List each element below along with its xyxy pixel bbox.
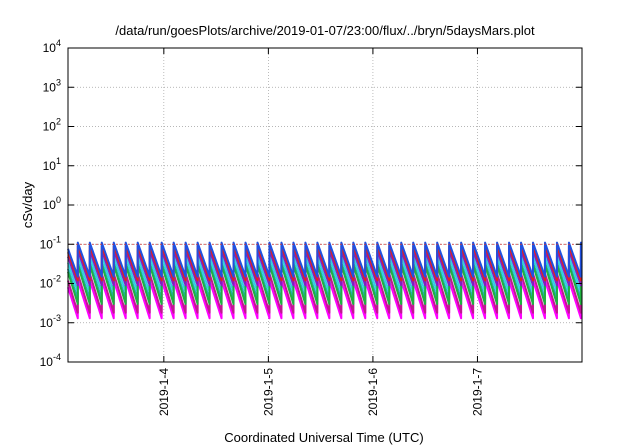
series-line — [67, 249, 583, 287]
x-tick-label: 2019-1-7 — [470, 368, 484, 416]
series-line — [67, 279, 583, 320]
series-line — [67, 272, 583, 314]
series-group — [67, 241, 583, 320]
x-tick-label: 2019-1-5 — [261, 368, 275, 416]
x-tick-label: 2019-1-6 — [366, 368, 380, 416]
grid — [68, 48, 582, 362]
series-line — [67, 245, 583, 282]
y-tick-label: 10-4 — [40, 352, 61, 369]
chart-title: /data/run/goesPlots/archive/2019-01-07/2… — [115, 23, 535, 38]
y-tick-label: 10-1 — [40, 234, 61, 251]
y-tick-label: 10-2 — [40, 274, 61, 291]
axis-ticks — [68, 47, 582, 363]
x-tick-labels: 2019-1-4 2019-1-5 2019-1-6 2019-1-7 — [157, 368, 485, 416]
y-tick-label: 10-3 — [40, 313, 61, 330]
y-tick-label: 102 — [43, 117, 61, 134]
plot-frame — [67, 47, 583, 363]
y-tick-label: 101 — [43, 156, 61, 173]
y-tick-label: 103 — [43, 77, 61, 94]
x-axis-label: Coordinated Universal Time (UTC) — [224, 430, 423, 445]
series-line — [67, 263, 583, 306]
x-tick-label: 2019-1-4 — [157, 368, 171, 416]
series-line — [67, 241, 583, 278]
y-tick-labels: 10-4 10-3 10-2 10-1 100 101 102 103 104 — [40, 38, 61, 369]
y-axis-label: cSv/day — [20, 181, 35, 228]
y-tick-label: 104 — [43, 38, 61, 55]
y-tick-label: 100 — [43, 195, 61, 212]
